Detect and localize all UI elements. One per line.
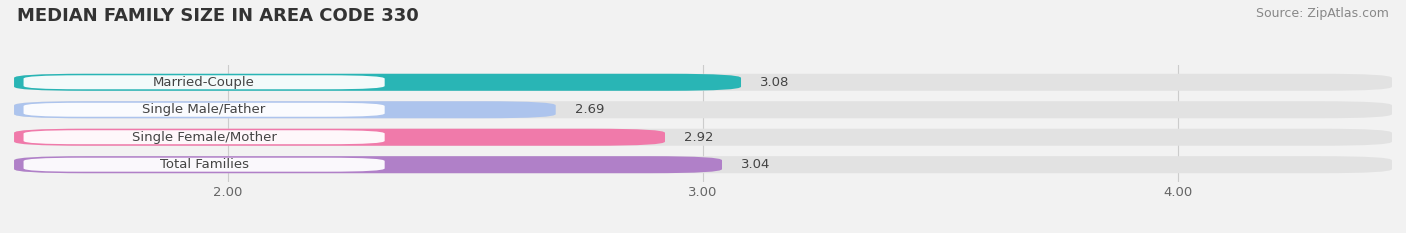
FancyBboxPatch shape [14,101,1392,118]
FancyBboxPatch shape [14,101,555,118]
Text: Single Male/Father: Single Male/Father [142,103,266,116]
Text: 3.04: 3.04 [741,158,770,171]
FancyBboxPatch shape [24,158,385,172]
FancyBboxPatch shape [24,130,385,144]
FancyBboxPatch shape [14,156,723,173]
FancyBboxPatch shape [24,75,385,89]
Text: Source: ZipAtlas.com: Source: ZipAtlas.com [1256,7,1389,20]
FancyBboxPatch shape [14,74,1392,91]
FancyBboxPatch shape [24,103,385,117]
FancyBboxPatch shape [14,129,665,146]
Text: 3.08: 3.08 [761,76,789,89]
Text: 2.92: 2.92 [683,131,713,144]
Text: Married-Couple: Married-Couple [153,76,254,89]
FancyBboxPatch shape [14,156,1392,173]
FancyBboxPatch shape [14,74,741,91]
Text: MEDIAN FAMILY SIZE IN AREA CODE 330: MEDIAN FAMILY SIZE IN AREA CODE 330 [17,7,419,25]
Text: 2.69: 2.69 [575,103,605,116]
FancyBboxPatch shape [14,129,1392,146]
Text: Single Female/Mother: Single Female/Mother [132,131,277,144]
Text: Total Families: Total Families [160,158,249,171]
